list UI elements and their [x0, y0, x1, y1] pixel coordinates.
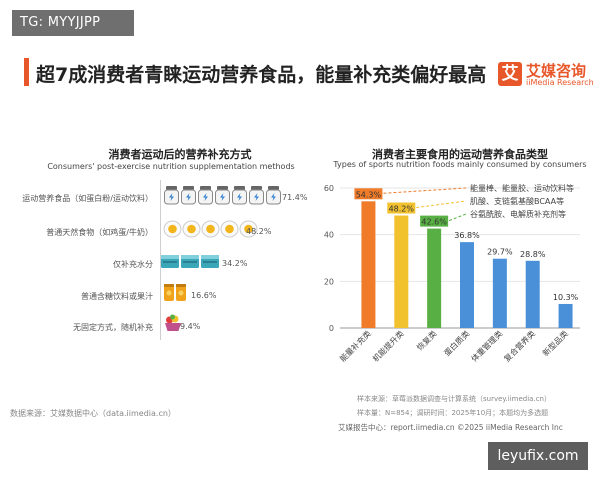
- egg-icon: [220, 220, 239, 242]
- page-title: 超7成消费者青睐运动营养食品，能量补充类偏好最高: [36, 64, 487, 86]
- data-label-box: [420, 215, 449, 227]
- row-label: 仅补充水分: [113, 260, 153, 269]
- data-label: 36.8%: [454, 231, 480, 240]
- left-chart-axis-line: [160, 180, 161, 340]
- row-value: 34.2%: [222, 259, 248, 268]
- category-label: 能量补充类: [337, 328, 372, 363]
- logo-name-en: iiMedia Research: [526, 78, 594, 87]
- juice-can-icon: [175, 282, 187, 306]
- bar-chart: 0 20 40 60 54.3% 能量补充类 48.2% 机能提升类 42.6% 恢复类 36.8%…: [324, 183, 580, 364]
- bar: [361, 201, 376, 328]
- category-label: 新型品类: [540, 328, 570, 358]
- bar: [394, 215, 409, 328]
- egg-icon-row: [163, 220, 258, 242]
- fruit-basket-icon-row: [163, 313, 183, 337]
- tag-label: TG: MYYJJPP: [12, 10, 134, 36]
- water-glass-icon: [200, 252, 220, 274]
- category-label: 恢复类: [415, 328, 439, 352]
- data-label: 10.3%: [553, 293, 579, 302]
- protein-powder-jar-icon: [265, 185, 282, 209]
- annotation-leader: [383, 187, 467, 194]
- annotation-leader: [448, 213, 467, 222]
- protein-powder-jar-icon: [231, 185, 248, 209]
- egg-icon: [201, 220, 220, 242]
- protein-powder-jar-icon: [197, 185, 214, 209]
- y-tick-label: 60: [324, 184, 334, 193]
- juice-can-icon: [163, 282, 175, 306]
- annotation-text: 肌酸、支链氨基酸BCAA等: [470, 196, 564, 206]
- category-label: 体重管理类: [469, 328, 504, 363]
- logo-name-cn: 艾媒咨询: [526, 62, 587, 80]
- headline-accent-bar: [24, 58, 29, 86]
- row-value: 71.4%: [282, 193, 308, 202]
- protein-powder-jar-icon: [248, 185, 265, 209]
- egg-icon: [182, 220, 201, 242]
- data-label-box: [354, 188, 383, 200]
- data-label: 42.6%: [421, 218, 447, 227]
- protein-powder-jar-icon-row: [163, 185, 282, 209]
- bar: [492, 258, 507, 328]
- data-label: 29.7%: [487, 248, 513, 257]
- y-tick-label: 20: [324, 277, 334, 286]
- site-watermark: leyufix.com: [488, 442, 588, 470]
- egg-icon: [163, 220, 182, 242]
- bar-chart-title: 消费者主要食用的运动营养食品类型: [372, 148, 548, 161]
- bar: [525, 260, 540, 328]
- water-glass-icon: [160, 252, 180, 274]
- category-label: 复合营养类: [502, 328, 537, 363]
- row-label: 运动营养食品（如蛋白粉/运动饮料）: [22, 194, 153, 203]
- data-label: 28.8%: [520, 250, 546, 259]
- protein-powder-jar-icon: [163, 185, 180, 209]
- sample-source-note: 样本来源：草莓派数据调查与计算系统（survey.iimedia.cn）: [357, 395, 551, 403]
- egg-icon: [239, 220, 258, 242]
- juice-can-icon-row: [163, 284, 187, 304]
- bar-chart-subtitle: Types of sports nutrition foods mainly c…: [333, 160, 587, 169]
- left-chart-title: 消费者运动后的营养补充方式: [108, 148, 252, 161]
- category-label: 机能提升类: [370, 328, 405, 363]
- data-source-note: 数据来源：艾媒数据中心（data.iimedia.cn）: [10, 409, 176, 418]
- bar: [427, 228, 442, 328]
- y-tick-label: 40: [324, 231, 334, 240]
- bar: [460, 242, 474, 328]
- protein-powder-jar-icon: [180, 185, 197, 209]
- row-value: 48.2%: [246, 227, 272, 236]
- annotation-text: 谷氨酰胺、电解质补充剂等: [470, 209, 566, 219]
- bar: [558, 303, 573, 328]
- water-glass-icon: [180, 252, 200, 274]
- left-chart-subtitle: Consumers' post-exercise nutrition suppl…: [47, 162, 295, 171]
- sample-size-note: 样本量：N=854；调研时间：2025年10月；本题均为多选题: [357, 409, 549, 417]
- water-glass-icon-row: [160, 253, 220, 273]
- row-label: 普通含糖饮料或果汁: [81, 292, 153, 301]
- row-label: 普通天然食物（如鸡蛋/牛奶）: [46, 228, 153, 237]
- report-center-footer: 艾媒报告中心：report.iimedia.cn ©2025 iiMedia R…: [338, 423, 563, 432]
- row-value: 9.4%: [180, 322, 201, 331]
- data-label: 48.2%: [389, 205, 415, 214]
- fruit-basket-icon: [163, 313, 183, 337]
- y-tick-label: 0: [329, 324, 334, 333]
- protein-powder-jar-icon: [214, 185, 231, 209]
- row-value: 16.6%: [191, 291, 217, 300]
- category-label: 蛋白质类: [442, 328, 472, 358]
- iimedia-logo-icon: 艾: [498, 62, 522, 86]
- row-label: 无固定方式，随机补充: [73, 323, 153, 332]
- data-label: 54.3%: [356, 190, 382, 199]
- data-label-box: [387, 202, 416, 214]
- annotation-text: 能量棒、能量胶、运动饮料等: [470, 183, 574, 193]
- annotation-leader: [416, 200, 467, 209]
